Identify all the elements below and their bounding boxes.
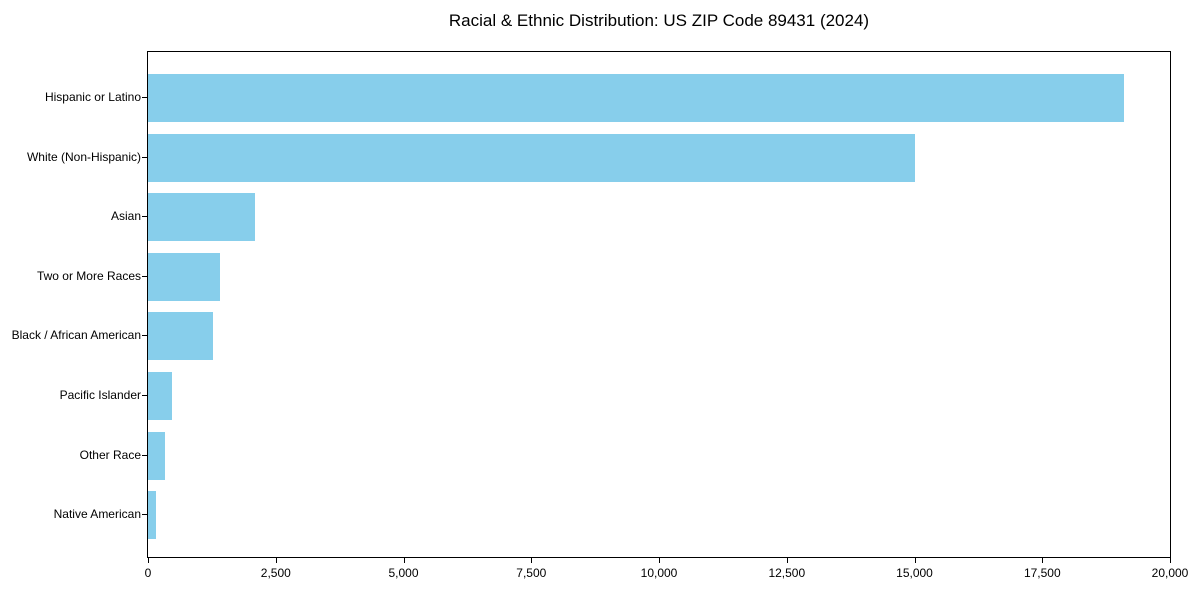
x-tick-mark — [531, 558, 533, 563]
x-tick-mark — [659, 558, 660, 563]
y-tick-mark — [142, 514, 147, 516]
x-tick-label-20-000: 20,000 — [1151, 566, 1189, 580]
x-tick-label-0: 0 — [144, 566, 152, 580]
y-label-white-non-hispanic: White (Non-Hispanic) — [26, 149, 141, 164]
x-tick-label-10-000: 10,000 — [640, 566, 678, 580]
y-label-black-african-american: Black / African American — [11, 328, 141, 343]
y-label-two-or-more-races: Two or More Races — [36, 268, 141, 283]
x-tick-label-2-500: 2,500 — [260, 566, 291, 580]
y-label-asian: Asian — [110, 209, 141, 224]
x-tick-mark — [1170, 558, 1171, 563]
bar-hispanic-or-latino — [148, 74, 1124, 122]
y-label-hispanic-or-latino: Hispanic or Latino — [44, 90, 141, 104]
y-tick-mark — [142, 156, 147, 158]
x-tick-label-17-500: 17,500 — [1023, 566, 1061, 580]
y-label-other-race: Other Race — [79, 447, 141, 462]
chart-title: Racial & Ethnic Distribution: US ZIP Cod… — [448, 11, 870, 30]
y-tick-mark — [142, 454, 147, 456]
x-tick-label-7-500: 7,500 — [516, 566, 547, 580]
x-tick-label-12-500: 12,500 — [768, 566, 806, 580]
y-label-pacific-islander: Pacific Islander — [59, 388, 141, 402]
x-tick-mark — [1042, 558, 1044, 563]
x-tick-mark — [914, 558, 916, 563]
bar-pacific-islander — [148, 372, 172, 420]
x-tick-mark — [403, 558, 405, 563]
bar-white-non-hispanic — [148, 133, 915, 182]
y-label-native-american: Native American — [53, 507, 141, 522]
y-tick-mark — [142, 216, 147, 218]
y-tick-mark — [142, 97, 147, 98]
x-tick-label-5-000: 5,000 — [388, 566, 419, 580]
y-tick-mark — [142, 335, 147, 337]
x-tick-mark — [148, 558, 149, 563]
x-axis: 0 2,500 5,000 7,500 10,000 12,500 15,000 17,500… — [144, 558, 1188, 588]
bar-other-race — [148, 431, 166, 480]
y-axis: Hispanic or Latino White (Non-Hispanic) As… — [0, 51, 147, 558]
bar-native-american — [148, 491, 157, 540]
bar-asian — [148, 193, 256, 242]
x-tick-label-15-000: 15,000 — [896, 566, 933, 580]
bar-black-african-american — [148, 312, 213, 361]
x-tick-mark — [275, 558, 277, 563]
y-tick-mark — [142, 395, 147, 396]
bar-two-or-more-races — [148, 252, 220, 301]
x-tick-mark — [786, 558, 788, 563]
y-tick-mark — [142, 275, 147, 277]
plot-area — [147, 51, 1171, 558]
